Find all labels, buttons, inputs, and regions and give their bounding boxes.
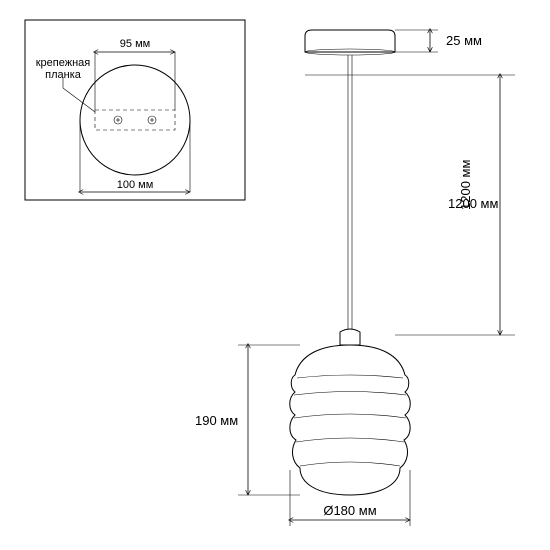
dim-plate-width-label: 95 мм	[120, 38, 150, 50]
plate-label-2: планка	[45, 69, 82, 81]
dim-canopy-h: 25 мм	[395, 30, 482, 52]
canopy	[305, 30, 395, 55]
plate-leader: крепежная планка	[36, 57, 95, 112]
dim-circle-width-label: 100 мм	[117, 179, 154, 191]
socket-cap	[340, 329, 360, 345]
dim-shade-h: 190 мм	[195, 345, 300, 495]
dim-circle-width: 100 мм	[80, 120, 190, 192]
mount-circle	[80, 65, 190, 175]
mount-plate	[95, 110, 175, 130]
dim-diameter: Ø180 мм	[290, 470, 410, 526]
dim-plate-width: 95 мм	[95, 38, 175, 110]
inset-panel: 95 мм крепежная планка 100 мм	[25, 20, 245, 200]
dim-canopy-h-label: 25 мм	[446, 33, 482, 48]
plate-label-1: крепежная	[36, 57, 91, 69]
dim-diameter-label: Ø180 мм	[323, 503, 376, 518]
main-fixture: 25 мм 1200 мм 1200 мм 190 мм Ø180 мм	[195, 30, 515, 526]
shade	[290, 345, 411, 495]
dim-shade-h-label: 190 мм	[195, 413, 238, 428]
dim-total-h-txt: 1200 мм	[448, 196, 498, 211]
